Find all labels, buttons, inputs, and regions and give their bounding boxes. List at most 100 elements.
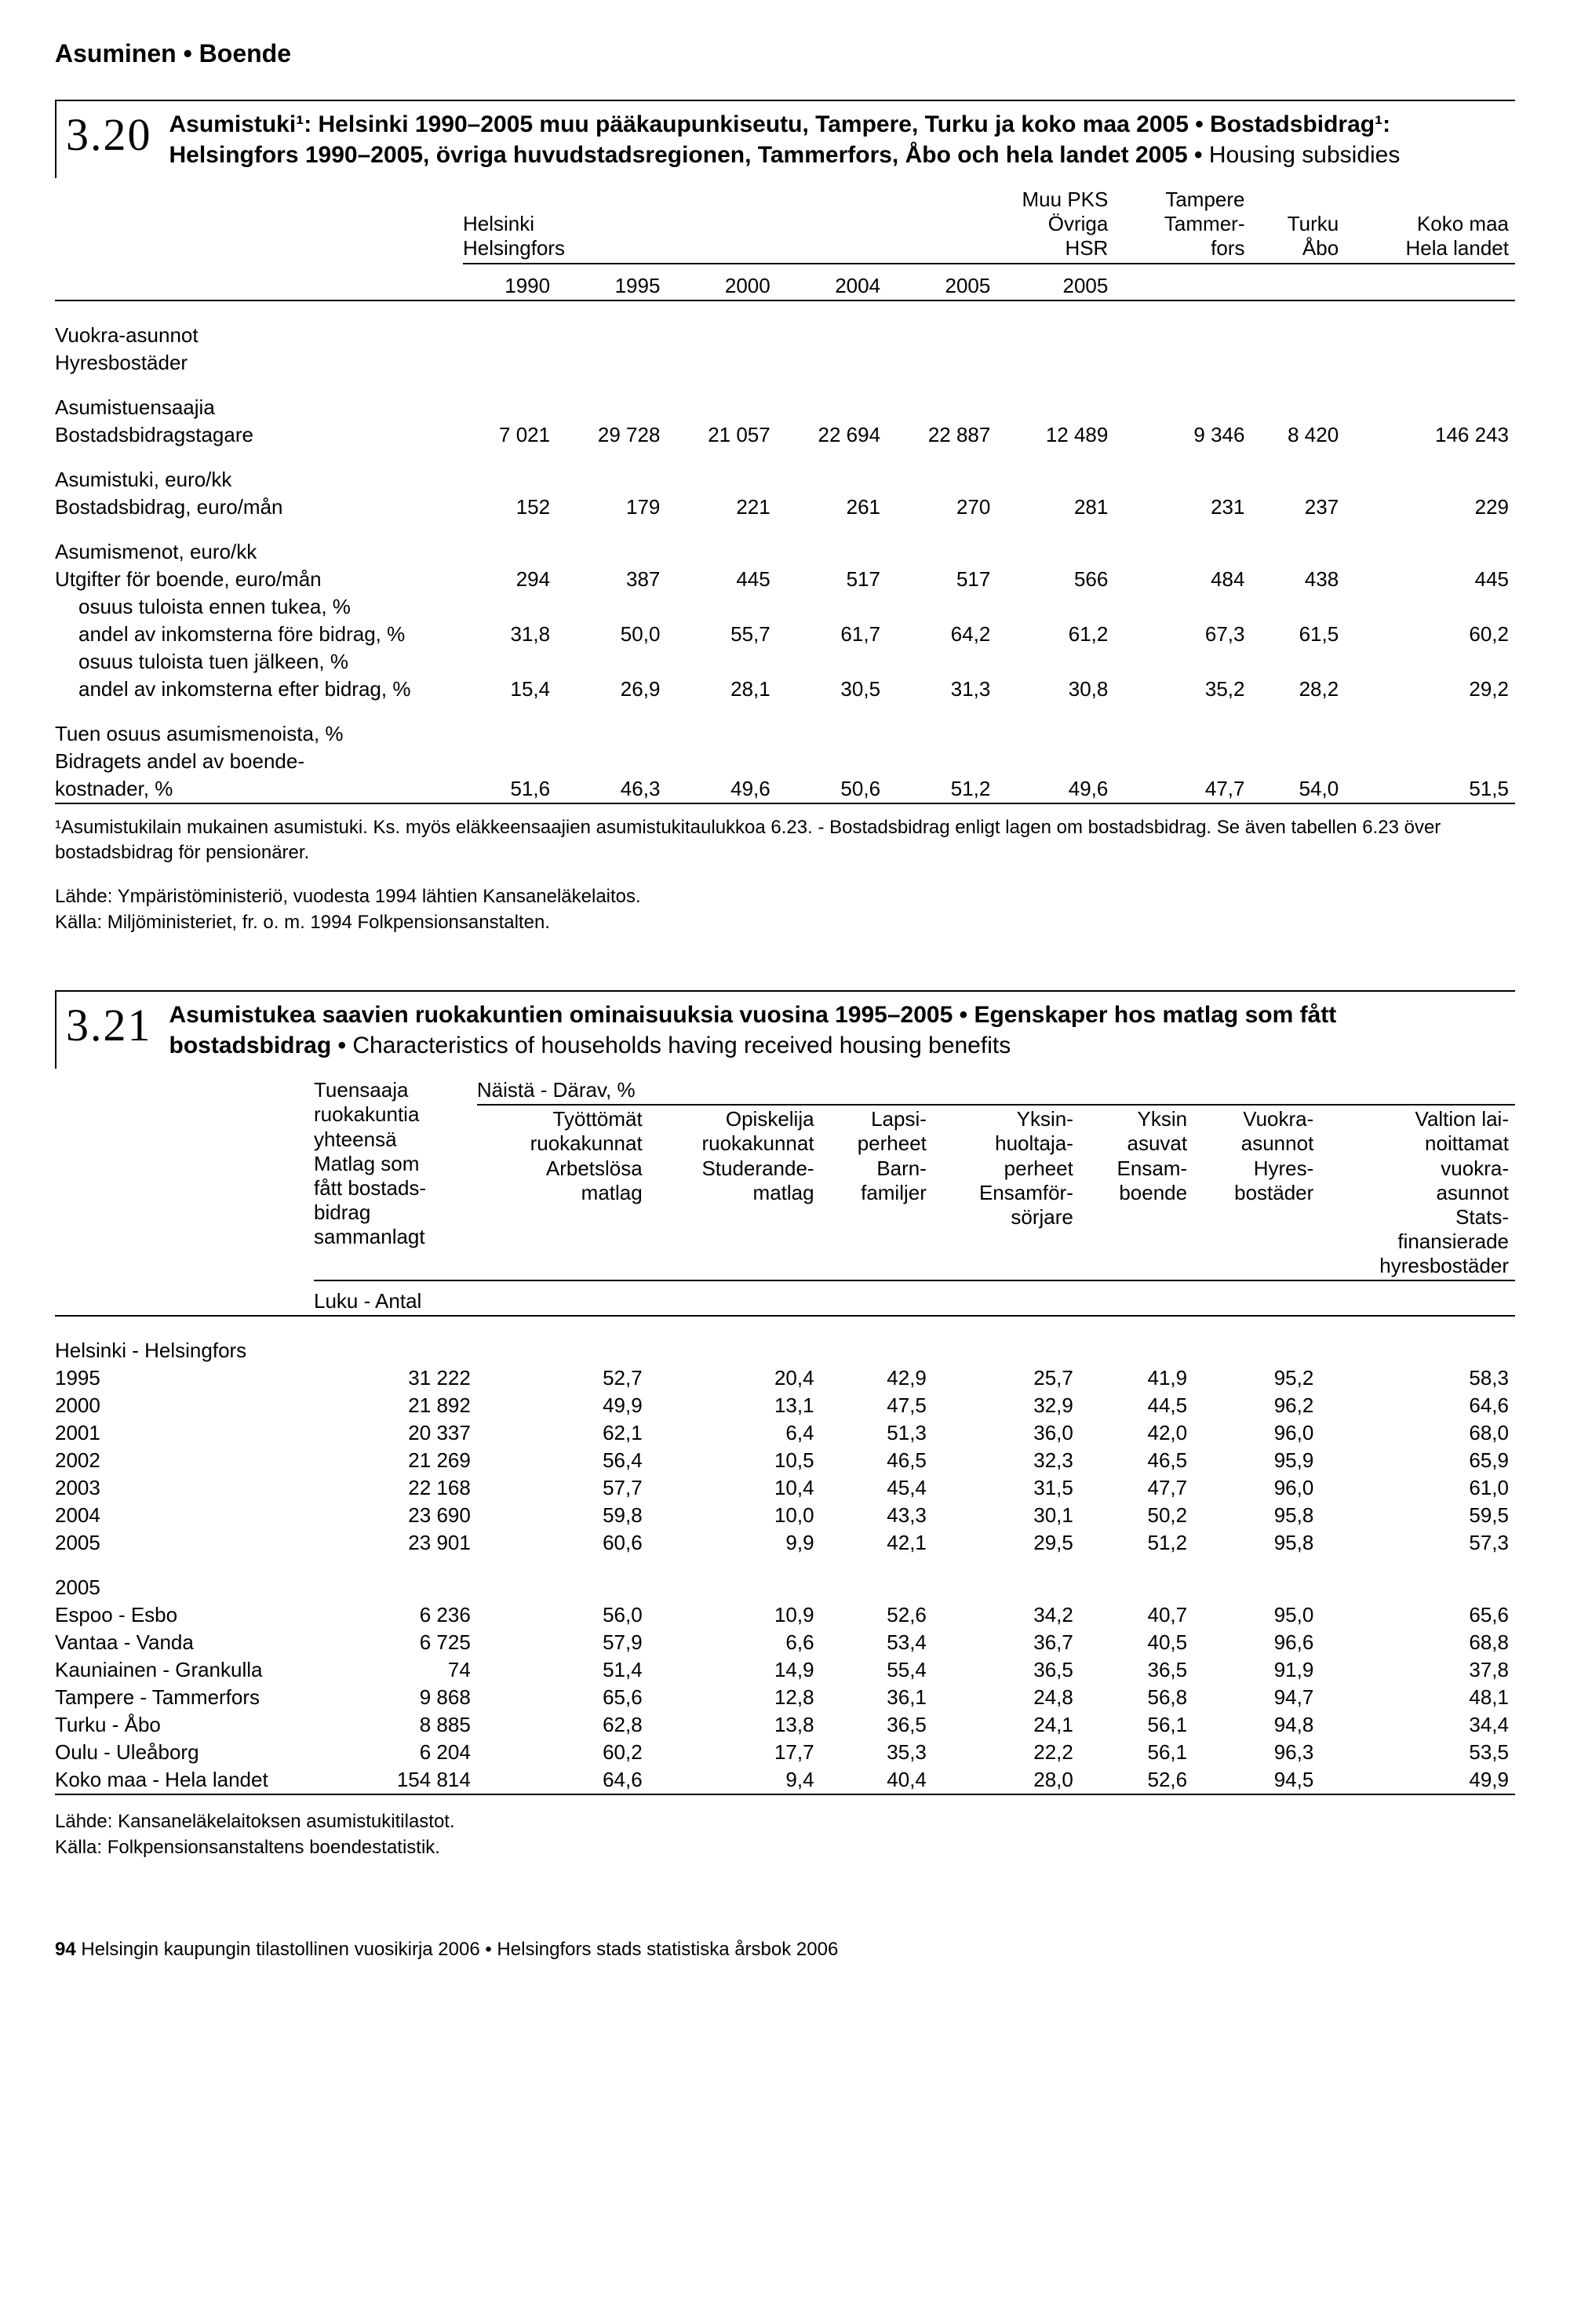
table-row: Oulu - Uleåborg6 20460,217,735,322,256,1… [55,1739,1515,1766]
h321-luku: Luku - Antal [314,1288,477,1316]
c: 44,5 [1080,1392,1193,1419]
c: 8 885 [314,1711,477,1739]
c: 31 222 [314,1364,477,1392]
table-row: 200322 16857,710,445,431,547,796,061,0 [55,1474,1515,1502]
c: 47,5 [821,1392,933,1419]
table-320: Helsinki Helsingfors Muu PKS Övriga HSR … [55,186,1515,804]
c: 61,0 [1320,1474,1515,1502]
page-top-heading: Asuminen • Boende [55,39,1515,68]
c: 13,1 [649,1392,821,1419]
section-321-num: 3.21 [64,1000,154,1051]
table-row: 200523 90160,69,942,129,551,295,857,3 [55,1529,1515,1557]
r-vuokra2: Hyresbostäder [55,349,463,377]
c: 36,1 [821,1684,933,1711]
c: 51,4 [477,1656,649,1684]
year-label: 2001 [55,1419,314,1447]
c: 29,5 [933,1529,1080,1557]
c: 9,4 [649,1766,821,1794]
c: 47,7 [1114,775,1251,803]
c: 51,3 [821,1419,933,1447]
c: 484 [1114,566,1251,593]
c: 55,7 [666,621,776,648]
c: 23 690 [314,1502,477,1529]
c: 58,3 [1320,1364,1515,1392]
c: 10,5 [649,1447,821,1474]
c: 42,0 [1080,1419,1193,1447]
c: 64,2 [887,621,996,648]
c: 96,0 [1193,1474,1320,1502]
h321-valtion: Valtion lai- noittamat vuokra- asunnot S… [1320,1105,1515,1280]
c: 45,4 [821,1474,933,1502]
r321-helsinki: Helsinki - Helsingfors [55,1337,314,1364]
r-asmenot2: Utgifter för boende, euro/mån [55,566,463,593]
section-320-title-bold: Asumistuki¹: Helsinki 1990–2005 muu pääk… [169,111,1391,168]
r-asaajia: Bostadsbidragstagare 7 021 29 728 21 057… [55,421,1515,449]
t321-source1: Lähde: Kansaneläkelaitoksen asumistukiti… [55,1811,455,1832]
c: 95,9 [1193,1447,1320,1474]
city-label: Tampere - Tammerfors [55,1684,314,1711]
section-321-header: 3.21 Asumistukea saavien ruokakuntien om… [55,990,1515,1069]
table-row: Tampere - Tammerfors9 86865,612,836,124,… [55,1684,1515,1711]
c: 47,7 [1080,1474,1193,1502]
h-muupks1: Muu PKS [1022,188,1109,211]
r-tuen2: Bidragets andel av boende- [55,748,463,775]
r-andel-efter: andel av inkomsterna efter bidrag, % 15,… [55,676,1515,703]
t320-footnote: ¹Asumistukilain mukainen asumistuki. Ks.… [55,815,1515,866]
table-row: Vantaa - Vanda6 72557,96,653,436,740,596… [55,1629,1515,1656]
t320-source1: Lähde: Ympäristöministeriö, vuodesta 199… [55,886,641,907]
c: 60,2 [1345,621,1515,648]
c: 261 [777,494,887,521]
year-label: 2004 [55,1502,314,1529]
c: 28,1 [666,676,776,703]
page-num: 94 [55,1939,76,1960]
r-asmenot1: Asumismenot, euro/kk [55,538,463,566]
h321-yksin: Yksin asuvat Ensam- boende [1080,1105,1193,1280]
c: 64,6 [477,1766,649,1794]
h-2005b: 2005 [996,272,1114,301]
c: 94,8 [1193,1711,1320,1739]
c: 40,5 [1080,1629,1193,1656]
c: 57,7 [477,1474,649,1502]
c: 25,7 [933,1364,1080,1392]
table-row: Espoo - Esbo6 23656,010,952,634,240,795,… [55,1601,1515,1629]
c: 7 021 [463,421,556,449]
c: 53,4 [821,1629,933,1656]
c: 30,1 [933,1502,1080,1529]
page-footer: 94 Helsingin kaupungin tilastollinen vuo… [55,1939,1515,1961]
c: 49,6 [666,775,776,803]
c: 10,9 [649,1601,821,1629]
c: 53,5 [1320,1739,1515,1766]
c: 95,8 [1193,1502,1320,1529]
r-asaajia1: Asumistuensaajia [55,394,463,421]
c: 55,4 [821,1656,933,1684]
c: 36,0 [933,1419,1080,1447]
c: 61,5 [1251,621,1345,648]
r-asaajia2: Bostadsbidragstagare [55,421,463,449]
c: 42,9 [821,1364,933,1392]
c: 31,8 [463,621,556,648]
r-osuus-jalkeen: osuus tuloista tuen jälkeen, % [55,648,463,676]
r-tuen1: Tuen osuus asumismenoista, % [55,720,463,748]
c: 65,9 [1320,1447,1515,1474]
year-label: 2002 [55,1447,314,1474]
c: 30,5 [777,676,887,703]
r-tuen3: kostnader, % [55,775,463,803]
table-row: Koko maa - Hela landet154 81464,69,440,4… [55,1766,1515,1794]
c: 36,5 [1080,1656,1193,1684]
c: 438 [1251,566,1345,593]
year-label: 1995 [55,1364,314,1392]
c: 32,9 [933,1392,1080,1419]
city-label: Koko maa - Hela landet [55,1766,314,1794]
c: 31,5 [933,1474,1080,1502]
c: 294 [463,566,556,593]
h321-lapsi: Lapsi- perheet Barn- familjer [821,1105,933,1280]
c: 36,5 [821,1711,933,1739]
h321-opisk: Opiskelija ruokakunnat Studerande- matla… [649,1105,821,1280]
table-row: 199531 22252,720,442,925,741,995,258,3 [55,1364,1515,1392]
table-321: Tuensaaja ruokakuntia yhteensä Matlag so… [55,1076,1515,1798]
h321-yksinh: Yksin- huoltaja- perheet Ensamför- sörja… [933,1105,1080,1280]
section-320-header: 3.20 Asumistuki¹: Helsinki 1990–2005 muu… [55,100,1515,178]
c: 34,2 [933,1601,1080,1629]
c: 22,2 [933,1739,1080,1766]
c: 12,8 [649,1684,821,1711]
